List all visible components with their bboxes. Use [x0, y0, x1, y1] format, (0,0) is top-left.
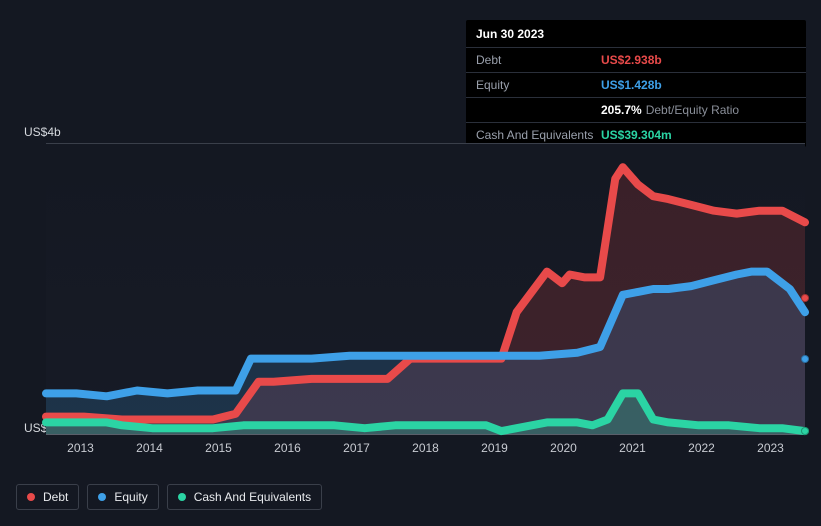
tooltip-row: EquityUS$1.428b — [466, 72, 806, 97]
x-tick-label: 2020 — [529, 441, 598, 457]
x-tick-label: 2014 — [115, 441, 184, 457]
tooltip-label: Debt — [476, 53, 601, 67]
tooltip-value: US$1.428b — [601, 78, 662, 92]
x-tick-label: 2023 — [736, 441, 805, 457]
legend-item[interactable]: Debt — [16, 484, 79, 510]
x-tick-label: 2013 — [46, 441, 115, 457]
legend-label: Debt — [43, 490, 68, 504]
chart-legend: Debt Equity Cash And Equivalents — [16, 484, 322, 510]
x-tick-label: 2019 — [460, 441, 529, 457]
tooltip-subtext: Debt/Equity Ratio — [646, 103, 739, 117]
series-marker-debt — [801, 294, 809, 302]
tooltip-date: Jun 30 2023 — [466, 20, 806, 47]
legend-item[interactable]: Equity — [87, 484, 158, 510]
legend-dot-icon — [178, 493, 186, 501]
x-tick-label: 2016 — [253, 441, 322, 457]
x-axis: 2013201420152016201720182019202020212022… — [46, 441, 805, 457]
debt-equity-chart: US$4b US$0 20132014201520162017201820192… — [16, 125, 805, 465]
tooltip-value: 205.7%Debt/Equity Ratio — [601, 103, 739, 117]
x-tick-label: 2022 — [667, 441, 736, 457]
tooltip-label: Equity — [476, 78, 601, 92]
legend-dot-icon — [27, 493, 35, 501]
x-tick-label: 2015 — [184, 441, 253, 457]
x-tick-label: 2021 — [598, 441, 667, 457]
tooltip-row: DebtUS$2.938b — [466, 47, 806, 72]
tooltip-value: US$2.938b — [601, 53, 662, 67]
legend-label: Equity — [114, 490, 147, 504]
legend-item[interactable]: Cash And Equivalents — [167, 484, 322, 510]
y-axis-max-label: US$4b — [24, 125, 61, 139]
series-marker-cash — [801, 427, 809, 435]
series-marker-equity — [801, 355, 809, 363]
legend-dot-icon — [98, 493, 106, 501]
tooltip-label — [476, 103, 601, 117]
plot-area[interactable] — [46, 143, 805, 435]
legend-label: Cash And Equivalents — [194, 490, 311, 504]
x-tick-label: 2017 — [322, 441, 391, 457]
tooltip-row: 205.7%Debt/Equity Ratio — [466, 97, 806, 122]
x-tick-label: 2018 — [391, 441, 460, 457]
